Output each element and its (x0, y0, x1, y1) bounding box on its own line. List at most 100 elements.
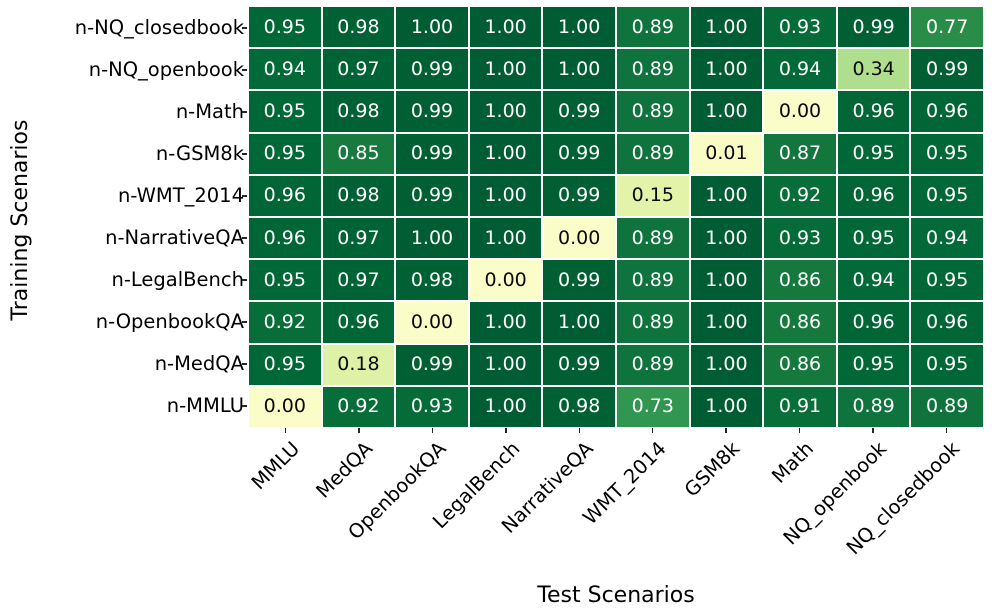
heatmap-cell: 1.00 (396, 7, 468, 48)
heatmap-cell: 0.00 (249, 386, 321, 427)
y-tick-mark (242, 405, 247, 407)
heatmap-cell: 0.89 (616, 7, 689, 48)
heatmap-cell: 1.00 (690, 260, 763, 301)
heatmap-cell: 0.89 (911, 386, 983, 427)
heatmap-cell: 1.00 (469, 218, 542, 259)
heatmap-cell: 0.34 (837, 49, 910, 90)
heatmap-cell: 0.99 (543, 344, 615, 385)
y-tick-mark (242, 69, 247, 71)
heatmap-cell: 0.87 (764, 133, 836, 174)
heatmap-cell: 1.00 (690, 91, 763, 132)
heatmap-cell: 0.95 (249, 133, 321, 174)
heatmap-cell: 0.95 (249, 91, 321, 132)
heatmap-cell: 1.00 (543, 302, 615, 343)
heatmap-cell: 0.93 (396, 386, 468, 427)
x-tick-mark (725, 428, 727, 433)
x-tick-label: MMLU (246, 437, 304, 495)
heatmap-cell: 0.96 (837, 175, 910, 216)
heatmap-cell: 0.98 (322, 175, 395, 216)
y-tick-label: n-MMLU (166, 394, 244, 417)
y-tick-mark (242, 195, 247, 197)
y-tick-mark (242, 321, 247, 323)
heatmap-cell: 0.95 (911, 175, 983, 216)
heatmap-cell: 1.00 (690, 218, 763, 259)
heatmap-cell: 0.97 (322, 260, 395, 301)
heatmap-cell: 0.00 (469, 260, 542, 301)
heatmap-cell: 1.00 (469, 175, 542, 216)
heatmap-grid: 0.95 0.98 1.00 1.00 1.00 0.89 1.00 0.93 0.99 0.77… (249, 7, 983, 427)
heatmap-cell: 0.86 (764, 344, 836, 385)
x-tick-mark (578, 428, 581, 433)
heatmap-cell: 1.00 (690, 49, 763, 90)
heatmap-cell: 1.00 (543, 49, 615, 90)
x-tick-mark (945, 428, 948, 433)
heatmap-cell: 0.95 (837, 133, 910, 174)
heatmap-cell: 0.73 (616, 386, 689, 427)
heatmap-cell: 0.95 (249, 7, 321, 48)
heatmap-cell: 0.15 (616, 175, 689, 216)
heatmap-cell: 0.96 (911, 302, 983, 343)
y-tick-mark (242, 363, 247, 365)
y-tick-label: n-NQ_openbook (88, 58, 244, 81)
heatmap-cell: 0.93 (764, 7, 836, 48)
heatmap-cell: 1.00 (469, 49, 542, 90)
heatmap-cell: 0.99 (911, 49, 983, 90)
x-tick-mark (431, 428, 434, 433)
heatmap-cell: 0.85 (322, 133, 395, 174)
heatmap-cell: 1.00 (690, 7, 763, 48)
heatmap-cell: 0.95 (249, 344, 321, 385)
x-tick-mark (358, 428, 360, 433)
heatmap-cell: 0.89 (616, 91, 689, 132)
heatmap-cell: 0.99 (396, 133, 468, 174)
heatmap-cell: 1.00 (690, 344, 763, 385)
y-tick-mark (242, 153, 247, 155)
x-tick-mark (872, 428, 874, 433)
y-tick-mark (242, 279, 247, 281)
heatmap-cell: 0.95 (249, 260, 321, 301)
x-tick-label: Math (767, 437, 818, 488)
heatmap-cell: 1.00 (690, 302, 763, 343)
heatmap-cell: 0.92 (249, 302, 321, 343)
y-tick-label: n-Math (175, 100, 244, 123)
y-tick-mark (242, 27, 247, 29)
heatmap-cell: 0.97 (322, 49, 395, 90)
heatmap-cell: 0.93 (764, 218, 836, 259)
heatmap-cell: 0.94 (249, 49, 321, 90)
heatmap-cell: 1.00 (469, 91, 542, 132)
heatmap-cell: 1.00 (396, 218, 468, 259)
heatmap-cell: 0.99 (543, 175, 615, 216)
heatmap-cell: 0.95 (837, 218, 910, 259)
x-tick-label: MedQA (311, 437, 378, 503)
heatmap-cell: 0.00 (764, 91, 836, 132)
heatmap-cell: 1.00 (690, 175, 763, 216)
heatmap-cell: 0.97 (322, 218, 395, 259)
heatmap-cell: 1.00 (469, 386, 542, 427)
heatmap-cell: 0.89 (837, 386, 910, 427)
heatmap-cell: 0.98 (322, 7, 395, 48)
heatmap-cell: 0.89 (616, 49, 689, 90)
heatmap-cell: 0.96 (837, 302, 910, 343)
heatmap-cell: 0.99 (543, 91, 615, 132)
heatmap-cell: 0.95 (911, 344, 983, 385)
heatmap-cell: 0.89 (616, 302, 689, 343)
heatmap-cell: 1.00 (469, 344, 542, 385)
heatmap-cell: 0.96 (322, 302, 395, 343)
x-tick-mark (651, 428, 654, 433)
x-tick-mark (798, 428, 801, 433)
heatmap-cell: 0.94 (764, 49, 836, 90)
heatmap-cell: 0.96 (911, 91, 983, 132)
heatmap-cell: 0.98 (322, 91, 395, 132)
heatmap-cell: 0.98 (396, 260, 468, 301)
heatmap-cell: 0.96 (837, 91, 910, 132)
heatmap-cell: 1.00 (543, 7, 615, 48)
y-tick-label: n-GSM8k (155, 142, 244, 165)
y-tick-label: n-WMT_2014 (118, 184, 244, 207)
heatmap-cell: 0.95 (911, 133, 983, 174)
heatmap-cell: 0.92 (322, 386, 395, 427)
heatmap-cell: 0.99 (396, 344, 468, 385)
heatmap-cell: 1.00 (469, 302, 542, 343)
heatmap-cell: 1.00 (469, 133, 542, 174)
x-tick-mark (505, 428, 507, 433)
y-tick-label: n-LegalBench (111, 268, 244, 291)
